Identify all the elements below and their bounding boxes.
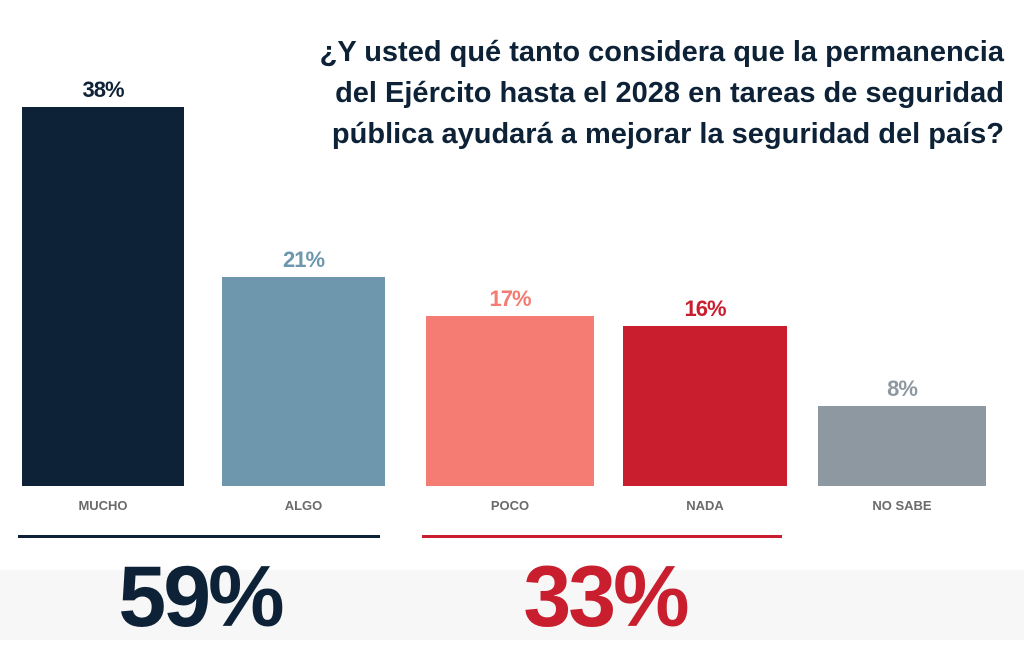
value-label: 8% xyxy=(887,376,918,402)
title-line: ¿Y usted qué tanto considera que la perm… xyxy=(319,36,1004,68)
category-label: MUCHO xyxy=(78,498,128,513)
group-total-positive: 59% xyxy=(118,549,284,645)
category-label: NADA xyxy=(686,498,724,513)
bar-no-sabe xyxy=(818,406,986,486)
bar-algo xyxy=(222,276,385,486)
bar-nada xyxy=(623,326,787,486)
category-label: POCO xyxy=(490,498,530,513)
category-label: ALGO xyxy=(284,498,323,513)
value-label: 38% xyxy=(82,77,124,102)
group-rule-positive xyxy=(18,535,380,538)
value-label: 17% xyxy=(489,286,531,312)
group-total-negative: 33% xyxy=(523,549,689,645)
value-label: 21% xyxy=(282,246,325,272)
title-line: del Ejército hasta el 2028 en tareas de … xyxy=(335,77,1004,109)
chart-title: ¿Y usted qué tanto considera que la perm… xyxy=(204,32,1004,155)
bar-poco xyxy=(426,316,594,486)
group-rule-negative xyxy=(422,535,782,538)
value-label: 16% xyxy=(684,296,726,322)
footer-background xyxy=(0,570,1024,640)
category-label: NO SABE xyxy=(872,498,932,513)
bar-mucho xyxy=(22,107,184,486)
title-line: pública ayudará a mejorar la seguridad d… xyxy=(331,118,1004,150)
